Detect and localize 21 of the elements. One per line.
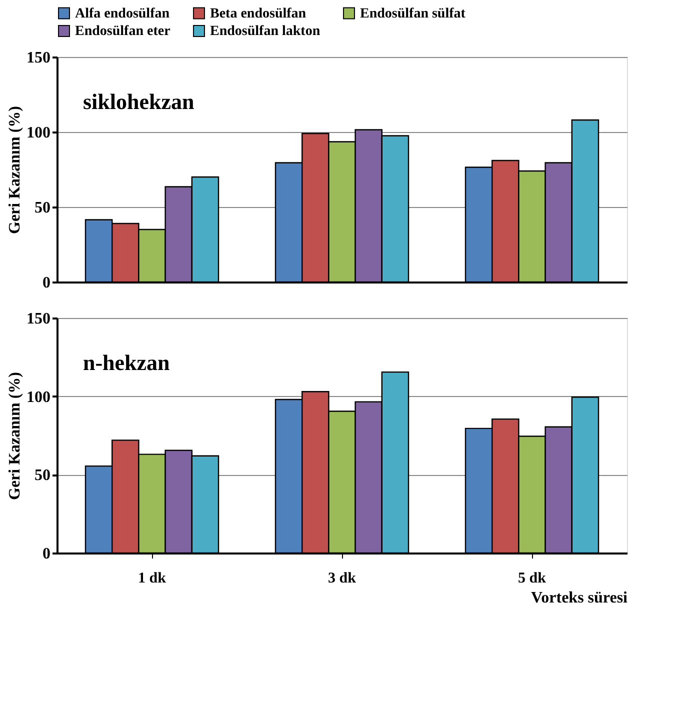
x-tick-label: 3 dk [328,570,357,586]
x-axis-title: Vorteks süresi [531,590,628,606]
x-tick-label: 5 dk [518,570,547,586]
legend-label: Endosülfan eter [75,24,170,39]
y-tick-label: 0 [42,274,50,292]
annotation: siklohekzan [83,89,194,114]
y-tick-label: 50 [34,467,50,484]
y-tick-label: 100 [26,388,50,406]
y-tick-label: 150 [26,50,50,66]
y-tick-label: 0 [42,546,50,562]
y-tick-label: 150 [26,310,50,328]
y-axis-title: Geri Kazanım (%) [6,372,24,500]
annotation: n-hekzan [83,350,170,375]
y-axis-title: Geri Kazanım (%) [6,106,24,234]
legend-label: Beta endosülfan [210,6,306,22]
x-tick-label: 1 dk [138,570,167,586]
y-tick-label: 50 [34,200,50,216]
legend-label: Endosülfan sülfat [360,6,466,22]
legend-label: Alfa endosülfan [75,6,170,22]
y-tick-label: 100 [26,124,50,142]
legend-label: Endosülfan lakton [210,24,320,39]
